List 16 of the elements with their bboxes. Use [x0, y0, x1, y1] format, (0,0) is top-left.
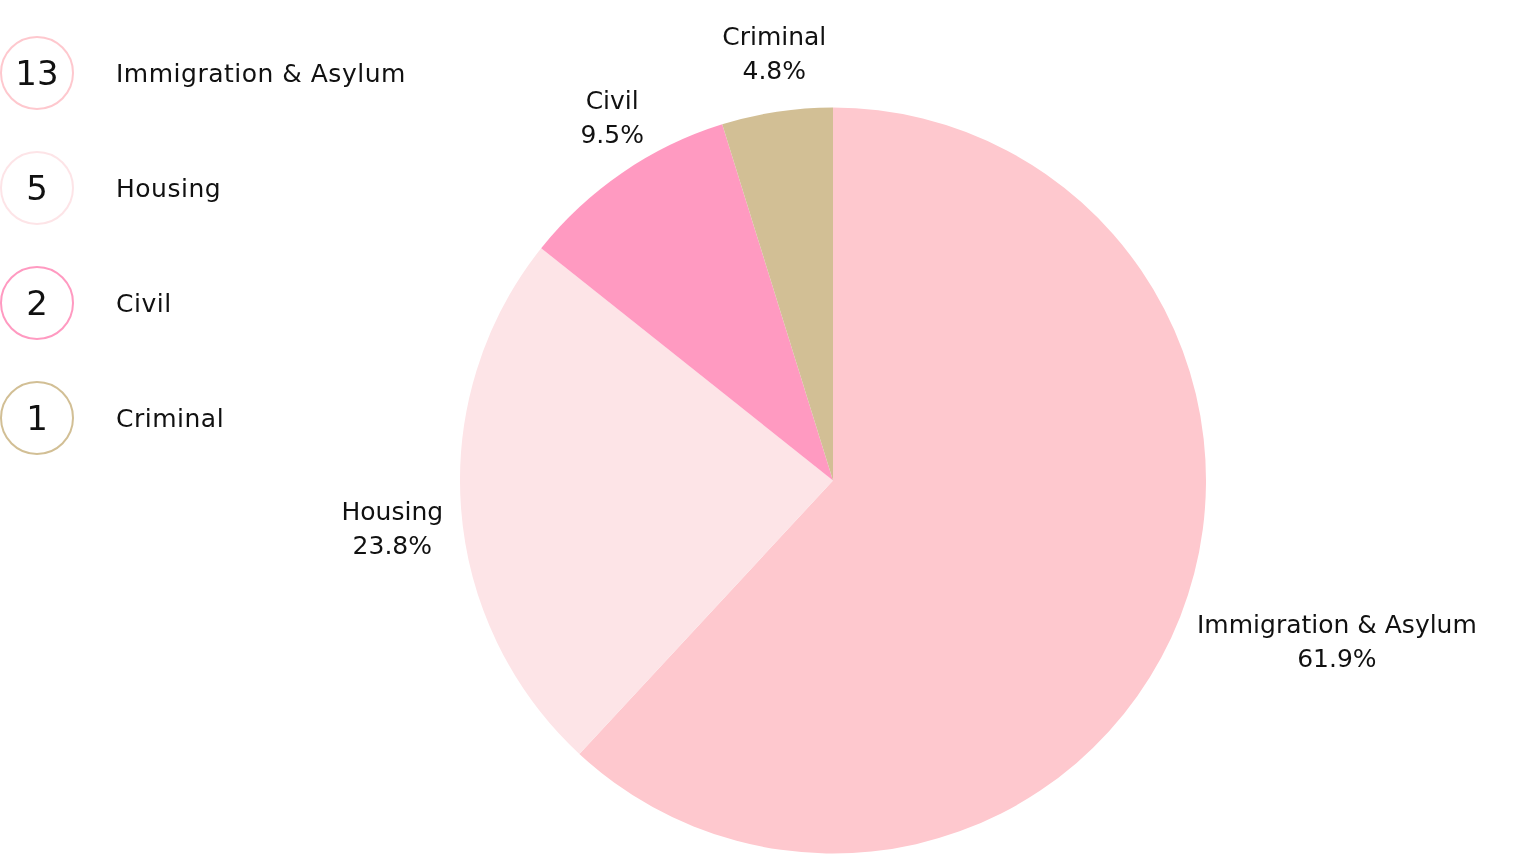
category-label: Criminal — [116, 403, 225, 433]
text: 2 — [0, 266, 74, 340]
slice-label: Immigration & Asylum — [1196, 610, 1477, 640]
slice-label: Criminal — [722, 21, 827, 51]
data-label: 61.9% — [1297, 644, 1377, 674]
text: 13 — [0, 36, 74, 110]
slice-label: Housing — [116, 173, 222, 203]
data-label: 23.8% — [352, 530, 433, 560]
data-label: 4.8% — [742, 55, 807, 85]
category-label: Immigration & Asylum — [116, 58, 406, 88]
text: 1 — [0, 381, 74, 455]
slice-label: Civil — [585, 85, 639, 115]
text: 5 — [0, 151, 74, 225]
category-label: Civil — [116, 288, 172, 318]
data-label: 9.5% — [580, 119, 644, 149]
slice-label: Housing — [341, 496, 444, 526]
